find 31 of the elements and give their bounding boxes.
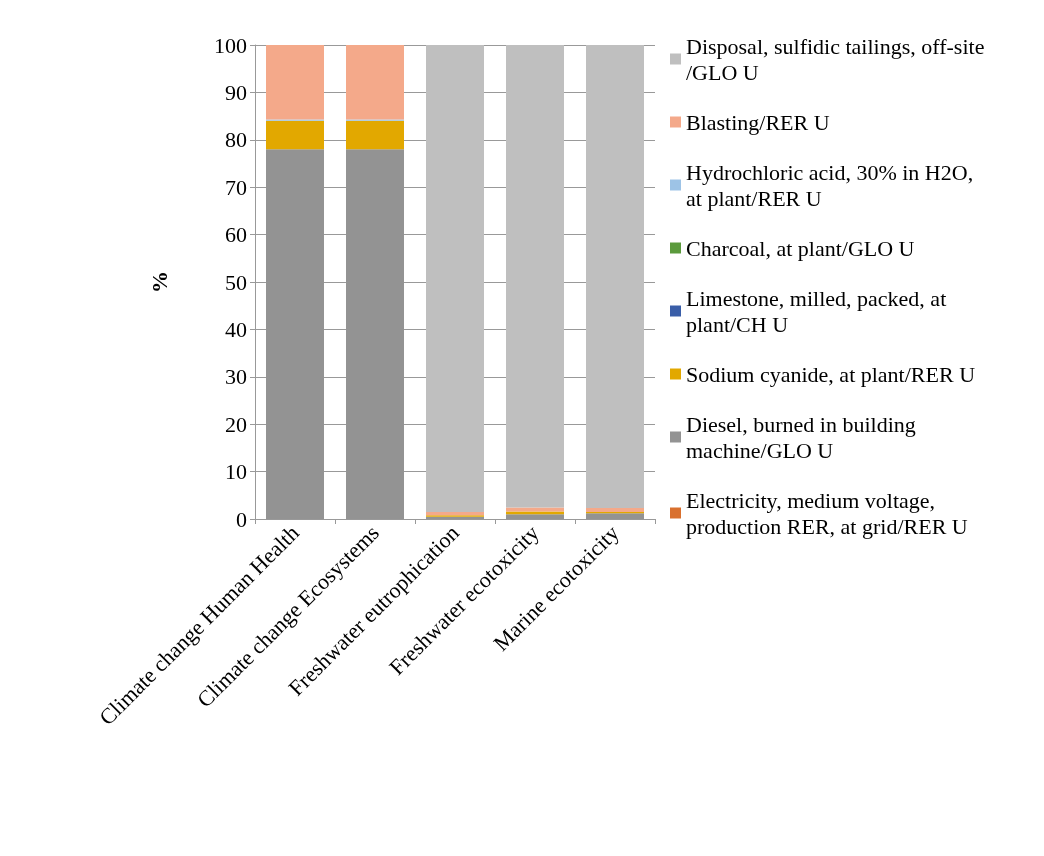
y-tick-label: 0 — [236, 506, 247, 532]
legend-label: Disposal, sulfidic tailings, off-site/GLO U — [686, 33, 985, 85]
y-tick-label: 50 — [225, 269, 247, 295]
legend-label: Hydrochloric acid, 30% in H2O, at plant/RER U — [686, 159, 979, 211]
bar — [506, 45, 564, 508]
legend-label: Charcoal, at plant/GLO U — [686, 235, 915, 261]
bar — [586, 513, 644, 519]
y-tick-label: 30 — [225, 364, 247, 390]
bar — [426, 511, 484, 516]
y-tick-label: 20 — [225, 411, 247, 437]
y-tick-label: 40 — [225, 316, 247, 342]
bar — [506, 514, 564, 519]
y-axis-title: % — [146, 271, 172, 293]
bar — [346, 45, 404, 120]
y-tick-label: 10 — [225, 459, 247, 485]
bar — [266, 45, 324, 120]
y-tick-label: 80 — [225, 127, 247, 153]
bar — [506, 511, 564, 515]
y-tick-label: 90 — [225, 79, 247, 105]
legend-label: Blasting/RER U — [686, 109, 830, 135]
bar — [266, 120, 324, 150]
bar — [426, 45, 484, 512]
y-tick-label: 100 — [214, 32, 247, 58]
y-tick-label: 70 — [225, 174, 247, 200]
legend-label: Electricity, medium voltage, production RER, at grid/RER U — [686, 487, 968, 539]
legend-label: Limestone, milled, packed, at plant/CH U — [686, 285, 952, 337]
y-tick-label: 60 — [225, 222, 247, 248]
legend-label: Diesel, burned in building machine/GLO U — [686, 411, 922, 463]
bar — [586, 45, 644, 509]
legend-label: Sodium cyanide, at plant/RER U — [686, 361, 976, 387]
bar — [346, 120, 404, 150]
